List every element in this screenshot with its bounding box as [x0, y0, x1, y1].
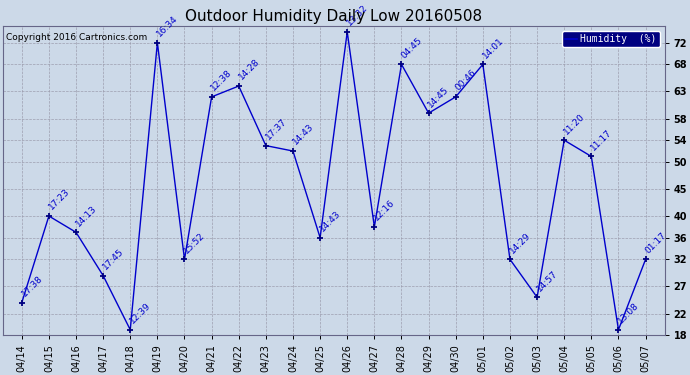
- Text: 12:38: 12:38: [210, 68, 234, 93]
- Text: 13:32: 13:32: [345, 3, 370, 28]
- Text: 14:57: 14:57: [535, 268, 560, 293]
- Text: 14:43: 14:43: [318, 209, 342, 234]
- Text: 11:17: 11:17: [589, 128, 614, 152]
- Text: 17:23: 17:23: [47, 187, 71, 212]
- Text: 14:45: 14:45: [426, 84, 451, 109]
- Legend: Humidity  (%): Humidity (%): [562, 31, 660, 47]
- Text: 11:20: 11:20: [562, 111, 586, 136]
- Text: 14:43: 14:43: [290, 122, 315, 147]
- Text: 12:39: 12:39: [128, 301, 152, 326]
- Text: 14:01: 14:01: [481, 36, 505, 60]
- Title: Outdoor Humidity Daily Low 20160508: Outdoor Humidity Daily Low 20160508: [185, 9, 482, 24]
- Text: Copyright 2016 Cartronics.com: Copyright 2016 Cartronics.com: [6, 33, 148, 42]
- Text: 14:28: 14:28: [237, 57, 261, 82]
- Text: 00:46: 00:46: [453, 68, 478, 93]
- Text: 04:45: 04:45: [400, 36, 424, 60]
- Text: 16:34: 16:34: [155, 14, 180, 39]
- Text: 14:29: 14:29: [508, 231, 532, 255]
- Text: 15:52: 15:52: [182, 231, 207, 255]
- Text: 01:17: 01:17: [643, 231, 668, 255]
- Text: 17:37: 17:37: [264, 117, 288, 141]
- Text: 12:16: 12:16: [372, 198, 397, 223]
- Text: 17:38: 17:38: [19, 274, 44, 298]
- Text: 14:13: 14:13: [74, 204, 99, 228]
- Text: 17:45: 17:45: [101, 247, 126, 272]
- Text: 13:08: 13:08: [616, 301, 641, 326]
